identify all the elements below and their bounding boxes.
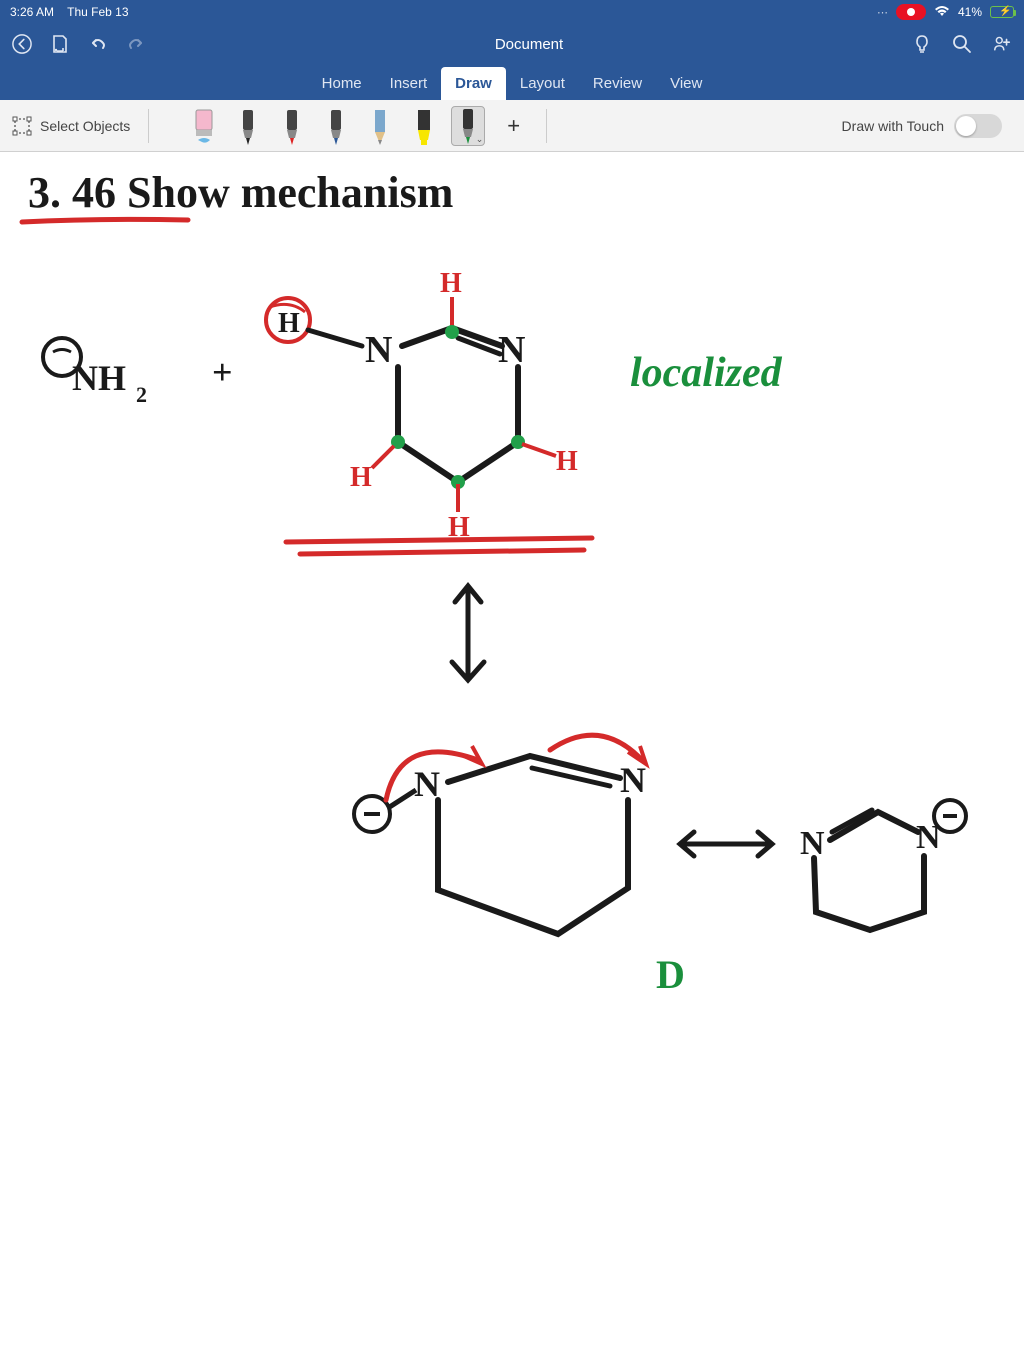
ring-3: N N — [800, 800, 966, 930]
select-objects-label: Select Objects — [40, 118, 130, 134]
ribbon-tabs: HomeInsertDrawLayoutReviewView — [0, 64, 1024, 100]
draw-toolbar: Select Objects ⌄ + Draw with Touch — [0, 100, 1024, 152]
no-bluetooth-icon: ⋯ — [877, 6, 888, 19]
double-line-1 — [286, 538, 592, 542]
pen-tool-2[interactable] — [275, 106, 309, 146]
back-icon[interactable] — [12, 34, 32, 54]
pen-tool-3[interactable] — [319, 106, 353, 146]
time-text: 3:26 AM — [10, 5, 54, 19]
pen-row: ⌄ — [187, 106, 485, 146]
ring-1: N N H H H H H — [266, 268, 578, 543]
undo-icon[interactable] — [88, 34, 108, 54]
draw-touch-label: Draw with Touch — [842, 118, 944, 134]
svg-text:N: N — [620, 760, 646, 800]
status-right: ⋯ 41% ⚡ — [877, 4, 1014, 20]
date-text: Thu Feb 13 — [67, 5, 128, 19]
svg-text:H: H — [278, 308, 300, 339]
recording-icon — [896, 4, 926, 20]
title-text: 3. 46 Show mechanism — [28, 168, 453, 217]
select-objects-button[interactable]: Select Objects — [12, 116, 130, 136]
svg-text:H: H — [350, 462, 372, 493]
file-icon[interactable] — [50, 34, 70, 54]
share-icon[interactable] — [992, 34, 1012, 54]
draw-with-touch-toggle[interactable]: Draw with Touch — [842, 114, 1002, 138]
toolbar-separator — [148, 109, 149, 143]
nh2-group: NH 2 — [43, 338, 147, 407]
tab-review[interactable]: Review — [579, 67, 656, 100]
tab-layout[interactable]: Layout — [506, 67, 579, 100]
pen-tool-6[interactable]: ⌄ — [451, 106, 485, 146]
status-left: 3:26 AM Thu Feb 13 — [10, 5, 877, 19]
tab-view[interactable]: View — [656, 67, 716, 100]
wifi-icon — [934, 5, 950, 20]
ring-2: N N — [354, 735, 646, 934]
drawing-canvas[interactable]: 3. 46 Show mechanism NH 2 + N N H H — [0, 152, 1024, 1366]
status-bar: 3:26 AM Thu Feb 13 ⋯ 41% ⚡ — [0, 0, 1024, 24]
tab-home[interactable]: Home — [308, 67, 376, 100]
svg-text:N: N — [498, 329, 525, 371]
toolbar-separator — [546, 109, 547, 143]
tab-draw[interactable]: Draw — [441, 67, 506, 100]
tab-insert[interactable]: Insert — [376, 67, 442, 100]
pen-tool-4[interactable] — [363, 106, 397, 146]
double-line-2 — [300, 550, 584, 554]
underline-stroke — [22, 219, 188, 222]
add-pen-button[interactable]: + — [499, 113, 528, 139]
pen-tool-5[interactable] — [407, 106, 441, 146]
resonance-arrow-horizontal — [680, 832, 772, 856]
battery-icon: ⚡ — [990, 6, 1014, 18]
toggle-switch[interactable] — [954, 114, 1002, 138]
localized-label: localized — [630, 350, 783, 396]
svg-text:H: H — [556, 446, 578, 477]
svg-text:NH: NH — [72, 358, 126, 398]
search-icon[interactable] — [952, 34, 972, 54]
title-bar: Document — [0, 24, 1024, 64]
svg-text:N: N — [365, 329, 392, 371]
redo-icon[interactable] — [126, 34, 146, 54]
d-label: D — [656, 952, 685, 997]
battery-percent: 41% — [958, 5, 982, 19]
pen-tool-1[interactable] — [231, 106, 265, 146]
doc-title[interactable]: Document — [146, 36, 912, 53]
plus-sign: + — [212, 352, 233, 392]
pen-tool-0[interactable] — [187, 106, 221, 146]
svg-text:H: H — [440, 268, 462, 299]
resonance-arrow-vertical — [452, 586, 484, 680]
svg-text:2: 2 — [136, 382, 147, 407]
lightbulb-icon[interactable] — [912, 34, 932, 54]
